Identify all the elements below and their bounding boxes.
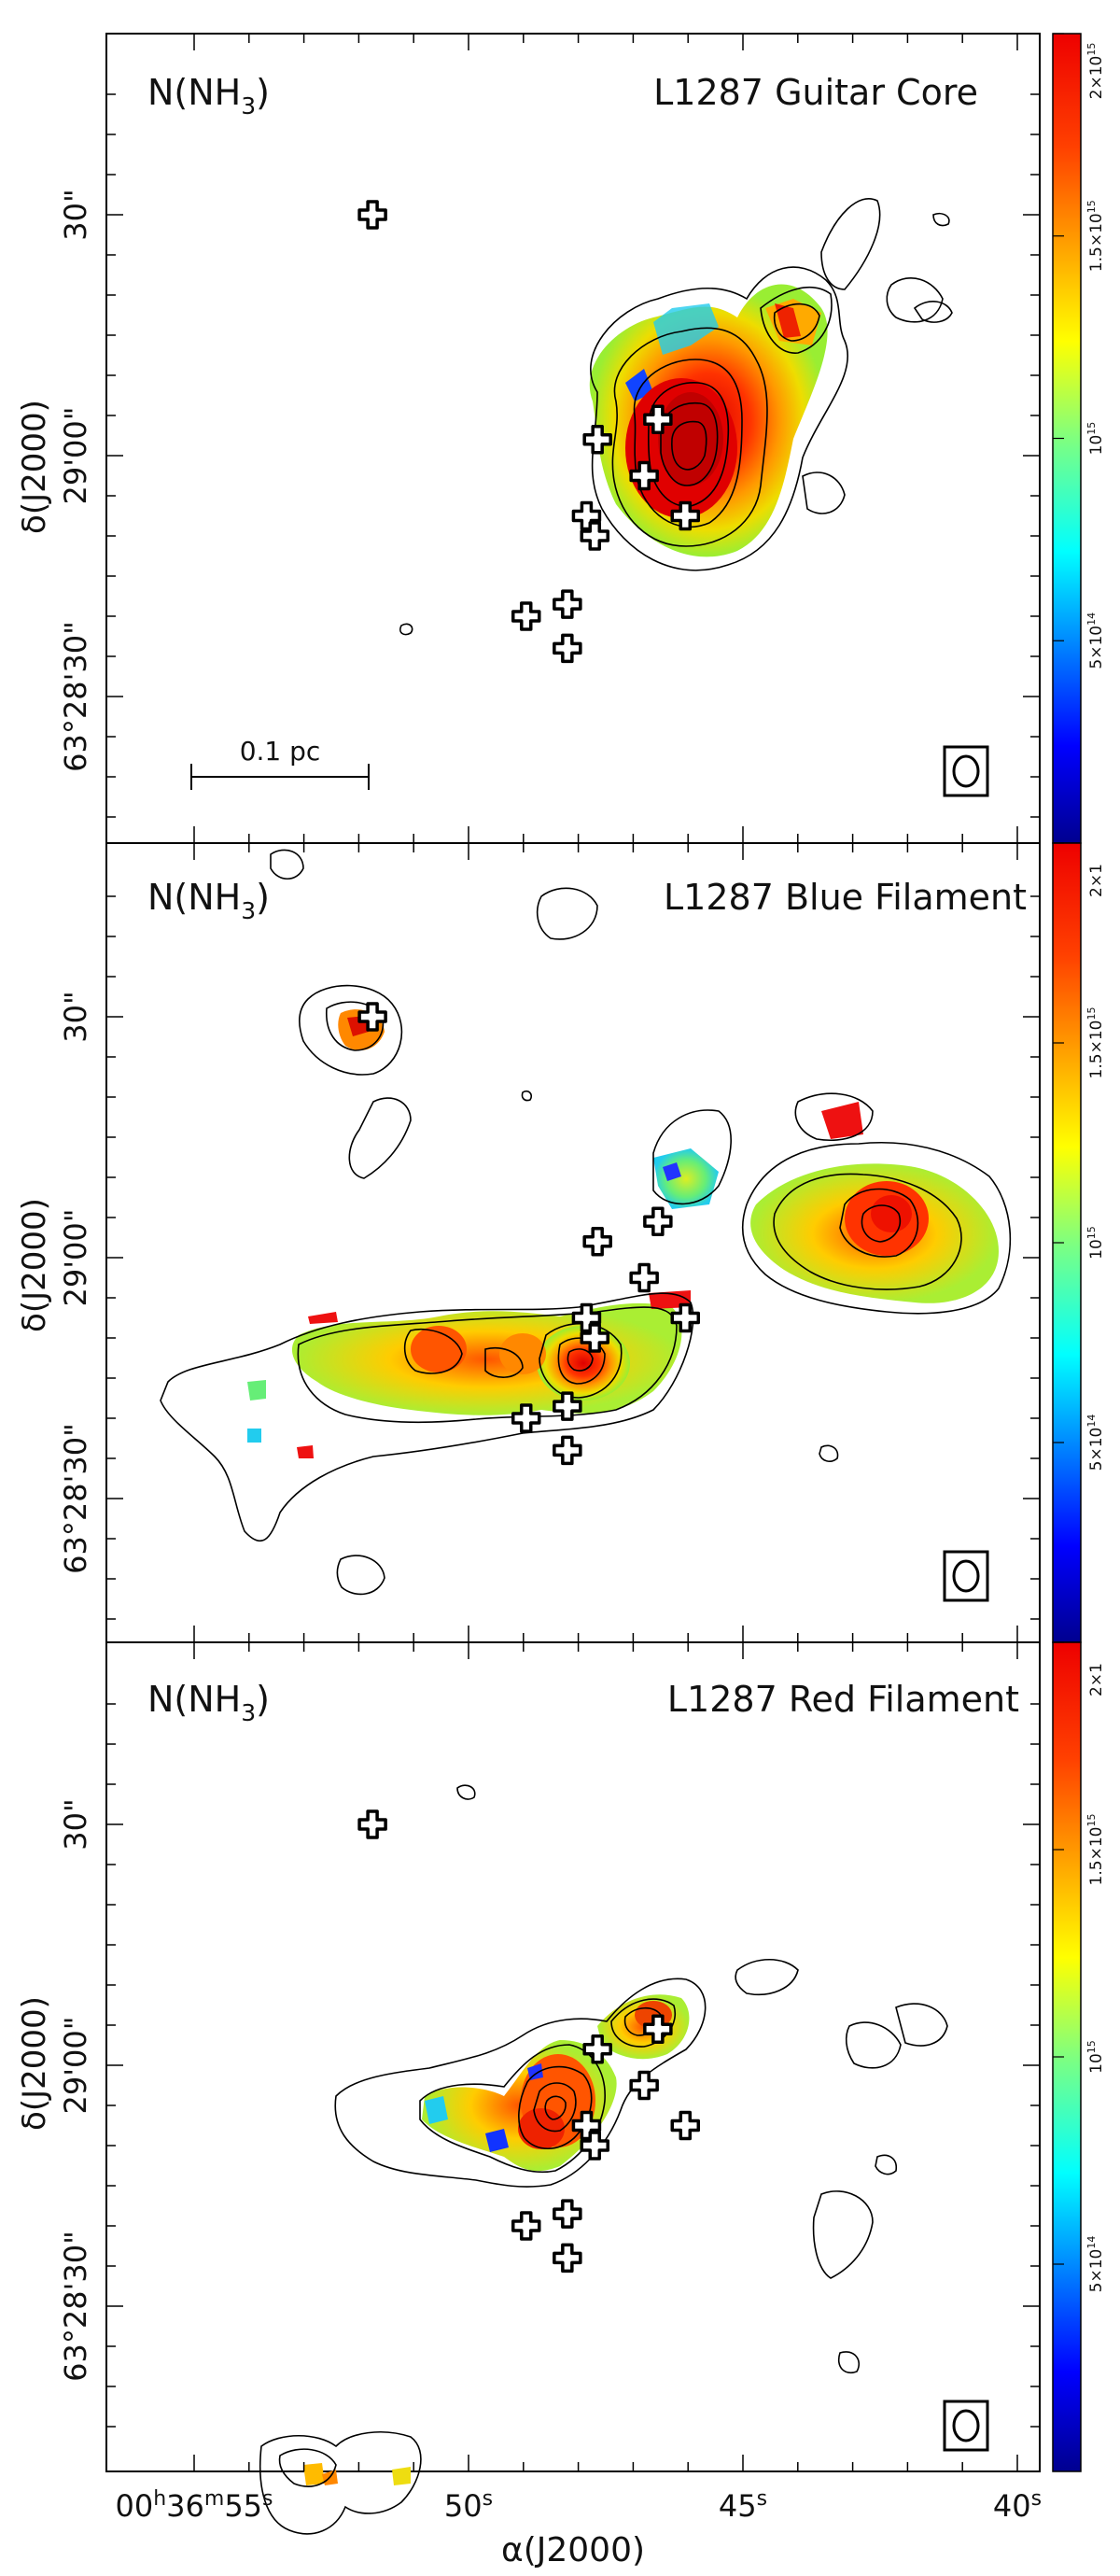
colorbar-label: 1.5×1015 (1085, 200, 1106, 272)
source-marker (553, 633, 582, 664)
quantity-label: N(NH3) (147, 877, 270, 924)
source-marker (643, 404, 673, 435)
panel-frame (105, 33, 1041, 844)
quantity-label: N(NH3) (147, 1679, 270, 1726)
source-markers (357, 1809, 701, 2273)
source-marker (670, 1302, 701, 1333)
colorbar-label: 1.5×1015 (1085, 1007, 1106, 1079)
y-tick-label: 30" (58, 189, 93, 240)
source-marker (553, 2243, 582, 2273)
source-marker (643, 1206, 673, 1237)
colorbar-label: 1015 (1085, 2040, 1106, 2074)
colorbar-label: 2×1015 (1085, 43, 1106, 100)
beam-symbol (943, 1550, 989, 1602)
source-marker (511, 2211, 541, 2241)
colorbar-labels: 2×1 1.5×1015 1015 5×1014 (1053, 1641, 1106, 2293)
panel-title: L1287 Guitar Core (653, 72, 978, 113)
quantity-label: N(NH3) (147, 72, 270, 120)
emission-map (247, 1009, 999, 1458)
source-marker (582, 1227, 612, 1257)
colorbar-labels: 2×1 1.5×1015 1015 5×1014 (1053, 842, 1106, 1471)
y-tick-label: 29'00" (58, 407, 93, 505)
beam-symbol (943, 745, 989, 797)
source-marker (643, 2014, 673, 2045)
y-tick-label: 63°28'30" (58, 621, 93, 772)
emission-map (303, 1994, 690, 2485)
axis-ticks: 30" 29'00" 63°28'30" (58, 1642, 1040, 2471)
x-tick-label: 00h36m55s (115, 2487, 273, 2524)
emission-map (589, 284, 828, 557)
source-marker (511, 1403, 541, 1433)
x-tick-label: 45s (719, 2487, 767, 2524)
source-marker (553, 2199, 582, 2229)
contours (399, 198, 953, 636)
y-axis-label: δ(J2000) (16, 400, 53, 534)
source-markers (357, 200, 701, 664)
colorbar-label: 2×1 (1087, 1663, 1106, 1696)
axis-ticks: 30" 29'00" 63°28'30" (58, 843, 1040, 1642)
x-axis-label: α(J2000) (501, 2531, 645, 2569)
colorbar-label: 5×1014 (1085, 612, 1106, 669)
colorbar-label: 5×1014 (1085, 2236, 1106, 2293)
panel-title: L1287 Red Filament (667, 1679, 1019, 1720)
y-tick-label: 63°28'30" (58, 2231, 93, 2382)
source-marker (580, 2131, 609, 2161)
axis-ticks: 30" 29'00" 63°28'30" (58, 34, 1040, 843)
panel-frame (105, 1641, 1041, 2472)
colorbar-label: 1015 (1085, 422, 1106, 456)
source-marker (580, 1323, 609, 1353)
colorbar-label: 1015 (1085, 1226, 1106, 1260)
colorbar-labels: 2×1015 1.5×1015 1015 5×1014 (1053, 33, 1106, 669)
y-tick-label: 30" (58, 1798, 93, 1850)
panel-blue-filament: 2×1 1.5×1015 1015 5×1014 N(NH3) L1287 Blue … (16, 842, 1106, 1643)
source-marker (553, 589, 582, 619)
source-marker (357, 1002, 387, 1032)
contours (259, 1784, 948, 2535)
source-marker (580, 521, 609, 551)
source-marker (553, 1391, 582, 1421)
source-marker (357, 1809, 387, 1839)
source-marker (629, 1262, 659, 1293)
y-tick-label: 30" (58, 991, 93, 1042)
y-axis-label: δ(J2000) (16, 1198, 53, 1332)
beam-symbol (943, 2400, 989, 2452)
source-marker (670, 500, 701, 531)
source-marker (629, 460, 659, 491)
contours (160, 849, 1012, 1596)
x-tick-label: 40s (993, 2487, 1042, 2524)
panel-guitar-core: 2×1015 1.5×1015 1015 5×1014 N(NH3) L1287 Gu… (16, 33, 1106, 844)
scale-bar: 0.1 pc (190, 736, 370, 790)
y-tick-label: 29'00" (58, 1209, 93, 1307)
x-tick-label: 50s (444, 2487, 493, 2524)
source-marker (582, 425, 612, 455)
colorbar-label: 1.5×1015 (1085, 1814, 1106, 1886)
colorbar-label: 2×1 (1087, 864, 1106, 897)
source-marker (553, 1435, 582, 1466)
y-tick-label: 29'00" (58, 2017, 93, 2115)
source-markers (357, 1002, 701, 1466)
colorbar-label: 5×1014 (1085, 1415, 1106, 1471)
x-tick-labels: 00h36m55s 50s 45s 40s (115, 2487, 1042, 2524)
source-marker (582, 2034, 612, 2064)
source-marker (511, 601, 541, 631)
y-axis-label: δ(J2000) (16, 1996, 53, 2131)
source-marker (670, 2110, 701, 2141)
source-marker (357, 200, 387, 230)
source-marker (629, 2070, 659, 2101)
panel-title: L1287 Blue Filament (664, 877, 1027, 918)
scale-bar-label: 0.1 pc (240, 736, 321, 767)
panel-red-filament: 2×1 1.5×1015 1015 5×1014 N(NH3) L1287 Red F… (16, 1641, 1106, 2569)
y-tick-label: 63°28'30" (58, 1423, 93, 1574)
